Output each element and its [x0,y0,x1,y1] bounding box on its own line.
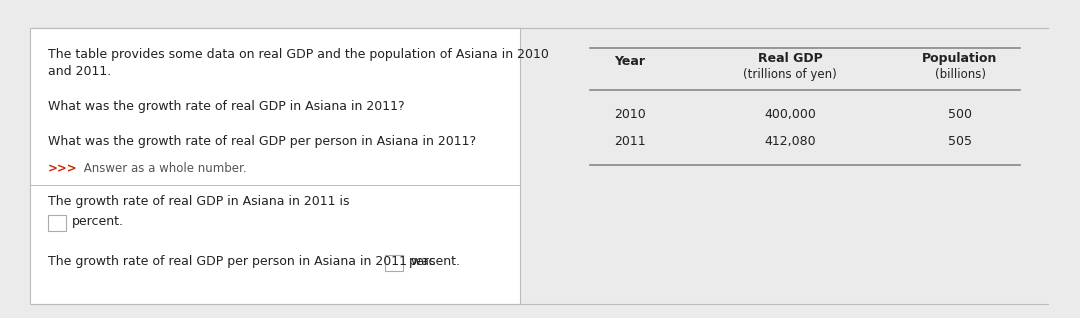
Text: (billions): (billions) [934,68,986,81]
Text: 2011: 2011 [615,135,646,148]
Text: 412,080: 412,080 [765,135,815,148]
Text: Answer as a whole number.: Answer as a whole number. [80,162,246,175]
Text: 505: 505 [948,135,972,148]
Text: The growth rate of real GDP per person in Asiana in 2011 was: The growth rate of real GDP per person i… [48,255,435,268]
Text: Real GDP: Real GDP [758,52,822,65]
Text: percent.: percent. [72,215,124,228]
FancyBboxPatch shape [48,215,66,231]
Text: 2010: 2010 [615,108,646,121]
Text: 400,000: 400,000 [764,108,815,121]
FancyBboxPatch shape [30,28,519,304]
Text: Population: Population [922,52,998,65]
Text: What was the growth rate of real GDP in Asiana in 2011?: What was the growth rate of real GDP in … [48,100,405,113]
Text: percent.: percent. [409,255,461,268]
Text: (trillions of yen): (trillions of yen) [743,68,837,81]
FancyBboxPatch shape [384,255,403,271]
Text: and 2011.: and 2011. [48,65,111,78]
Text: What was the growth rate of real GDP per person in Asiana in 2011?: What was the growth rate of real GDP per… [48,135,476,148]
Text: 500: 500 [948,108,972,121]
Text: The table provides some data on real GDP and the population of Asiana in 2010: The table provides some data on real GDP… [48,48,549,61]
Text: The growth rate of real GDP in Asiana in 2011 is: The growth rate of real GDP in Asiana in… [48,195,350,208]
Text: Year: Year [615,55,646,68]
Text: >>>: >>> [48,162,78,175]
